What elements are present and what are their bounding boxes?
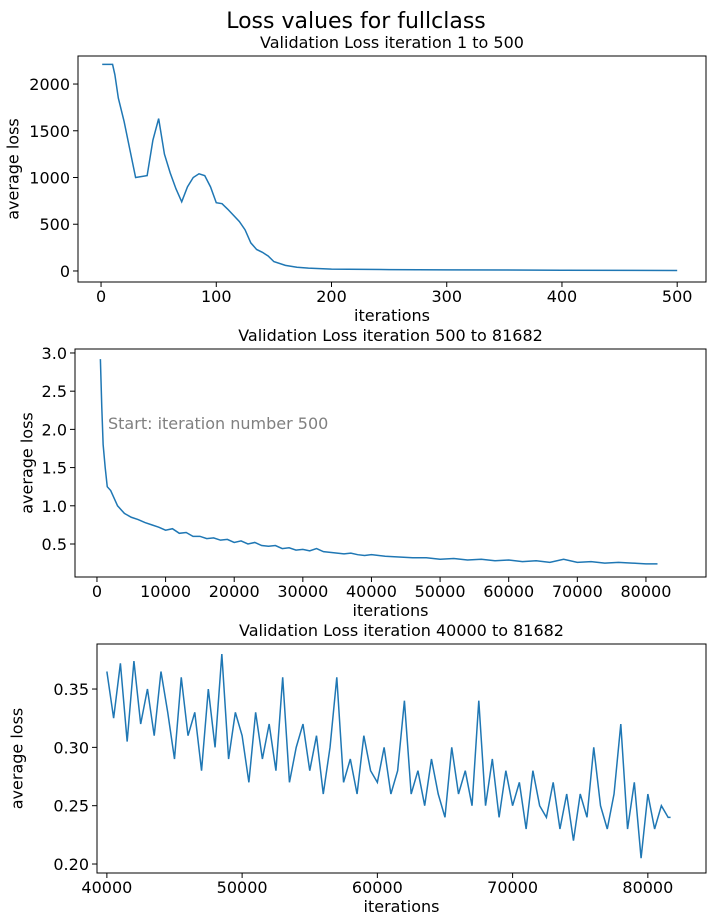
y-tick-label: 1.5 xyxy=(42,459,67,478)
x-tick-label: 20000 xyxy=(209,582,260,601)
x-tick-label: 80000 xyxy=(622,878,673,897)
chart-title: Validation Loss iteration 40000 to 81682 xyxy=(239,621,564,640)
x-axis-label: iterations xyxy=(364,897,440,916)
x-tick-label: 40000 xyxy=(81,878,132,897)
x-axis-label: iterations xyxy=(354,306,430,325)
y-tick-label: 2.0 xyxy=(42,420,67,439)
y-tick-label: 1.0 xyxy=(42,497,67,516)
x-tick-label: 50000 xyxy=(415,582,466,601)
x-tick-label: 10000 xyxy=(140,582,191,601)
figure-title: Loss values for fullclass xyxy=(226,9,486,34)
x-tick-label: 60000 xyxy=(483,582,534,601)
x-tick-label: 0 xyxy=(92,582,102,601)
x-tick-label: 30000 xyxy=(277,582,328,601)
y-tick-label: 2.5 xyxy=(42,382,67,401)
x-tick-label: 50000 xyxy=(217,878,268,897)
y-tick-label: 3.0 xyxy=(42,344,67,363)
x-axis-label: iterations xyxy=(353,601,429,620)
x-tick-label: 200 xyxy=(316,287,347,306)
chart-title: Validation Loss iteration 500 to 81682 xyxy=(238,326,543,345)
x-tick-label: 70000 xyxy=(552,582,603,601)
y-axis-label: average loss xyxy=(8,708,27,810)
plot-frame xyxy=(77,55,707,283)
y-tick-label: 2000 xyxy=(29,75,70,94)
x-tick-label: 300 xyxy=(431,287,462,306)
y-tick-label: 1500 xyxy=(29,122,70,141)
annotation: Start: iteration number 500 xyxy=(108,414,328,433)
loss-line xyxy=(106,653,671,859)
y-tick-label: 0.35 xyxy=(53,680,89,699)
plot-frame xyxy=(74,348,707,578)
plot-frame xyxy=(96,643,707,874)
y-tick-label: 0.5 xyxy=(42,535,67,554)
y-tick-label: 0.20 xyxy=(53,855,89,874)
x-tick-label: 60000 xyxy=(352,878,403,897)
x-tick-label: 100 xyxy=(201,287,232,306)
loss-line xyxy=(102,63,678,272)
y-axis-label: average loss xyxy=(4,118,23,220)
y-tick-label: 0.30 xyxy=(53,738,89,757)
x-tick-label: 70000 xyxy=(487,878,538,897)
y-tick-label: 0 xyxy=(60,262,70,281)
x-tick-label: 40000 xyxy=(346,582,397,601)
chart-title: Validation Loss iteration 1 to 500 xyxy=(260,33,524,52)
loss-line xyxy=(99,359,658,565)
y-tick-label: 500 xyxy=(39,215,70,234)
x-tick-label: 400 xyxy=(547,287,578,306)
y-tick-label: 1000 xyxy=(29,169,70,188)
x-tick-label: 80000 xyxy=(621,582,672,601)
y-tick-label: 0.25 xyxy=(53,797,89,816)
y-axis-label: average loss xyxy=(18,412,37,514)
x-tick-label: 0 xyxy=(96,287,106,306)
x-tick-label: 500 xyxy=(662,287,693,306)
